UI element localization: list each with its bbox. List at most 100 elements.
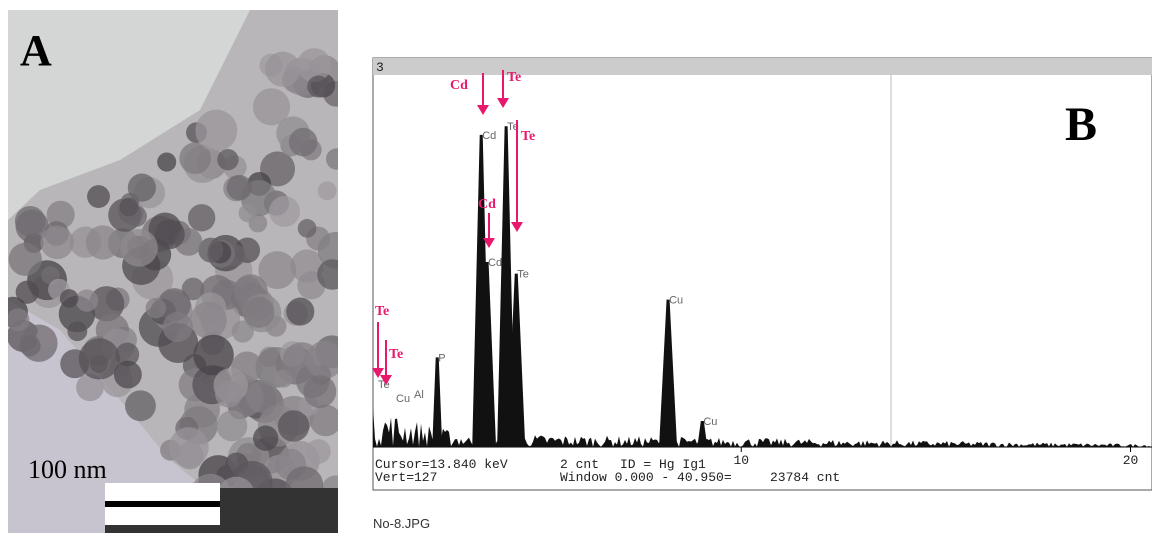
peak-label: Te [507, 121, 519, 133]
status-text: ID = Hg Ig1 [620, 457, 706, 472]
particle [88, 286, 125, 322]
status-text: 23784 cnt [770, 470, 840, 485]
annotation-label: Cd [450, 78, 468, 93]
annotation-arrowhead [497, 98, 509, 108]
particle [154, 219, 185, 250]
particle [269, 195, 300, 227]
peak-label: Te [378, 379, 390, 391]
particle [19, 335, 41, 357]
particle [253, 425, 279, 451]
particle [317, 259, 338, 290]
particle [125, 390, 156, 422]
panel-label: A [20, 26, 52, 75]
annotation-label: Te [507, 70, 521, 85]
x-tick-label: 10 [733, 453, 749, 468]
tem-film [8, 10, 250, 220]
particle [113, 360, 142, 389]
peak-label: Cu [396, 393, 410, 405]
status-text: Vert=127 [375, 470, 437, 485]
particle [297, 219, 317, 238]
particle [75, 289, 99, 312]
peak-label: P [438, 352, 445, 364]
annotation-arrowhead [477, 105, 489, 115]
particle [252, 88, 291, 126]
peak-label: Al [414, 389, 424, 401]
particle [78, 338, 120, 380]
particle [168, 427, 209, 468]
particle [195, 109, 238, 152]
status-text: 2 cnt [560, 457, 599, 472]
particle [115, 342, 140, 367]
particle [277, 410, 310, 442]
annotation-arrowhead [511, 222, 523, 232]
particle [14, 205, 46, 237]
particle [162, 311, 193, 343]
panel-label: B [1065, 98, 1097, 151]
particle [307, 75, 330, 98]
particle [76, 373, 104, 402]
peak [432, 357, 443, 447]
particle [198, 237, 224, 263]
particle [288, 127, 318, 157]
particle [215, 380, 243, 408]
peak [497, 126, 516, 448]
particle [190, 301, 227, 339]
peak-label: Cu [703, 416, 717, 428]
peak [478, 262, 497, 447]
status-text: Cursor=13.840 keV [375, 457, 508, 472]
spectrum-header [373, 58, 1152, 75]
particle [286, 297, 315, 326]
particle [145, 297, 167, 319]
particle [265, 51, 301, 87]
particle [119, 197, 139, 217]
particle [226, 174, 253, 201]
particle [258, 251, 297, 290]
particle [242, 293, 282, 333]
particle [317, 181, 337, 201]
peak-label: Te [517, 269, 529, 281]
window-number: 3 [376, 60, 384, 75]
particle [303, 375, 337, 408]
annotation-label: Te [375, 304, 389, 319]
filename: No-8.JPG [373, 516, 430, 531]
particle [187, 204, 216, 232]
peak-label: Cu [669, 295, 683, 307]
peak [697, 420, 708, 447]
annotation-label: Te [389, 347, 403, 362]
particle [40, 225, 74, 260]
peak [507, 273, 526, 447]
particle [8, 308, 30, 332]
particle [217, 148, 239, 171]
scale-bar-label: 100 nm [28, 455, 107, 484]
annotation-arrowhead [372, 368, 384, 378]
particle [85, 225, 120, 260]
status-text: Window 0.000 - 40.950= [560, 470, 732, 485]
particle [59, 289, 79, 308]
particle [35, 327, 56, 348]
tem-film [8, 300, 338, 533]
particle [120, 228, 158, 267]
particle [193, 334, 234, 376]
particle [67, 321, 88, 342]
annotation-arrowhead [380, 375, 392, 385]
particle [157, 152, 177, 172]
particle [179, 142, 211, 175]
particle [8, 242, 42, 276]
particle [309, 404, 338, 437]
particle [15, 280, 39, 304]
particle [216, 410, 248, 442]
scale-bar [105, 501, 220, 507]
particle [245, 380, 279, 414]
particle [306, 439, 331, 464]
peak [659, 299, 678, 447]
x-tick-label: 20 [1123, 453, 1139, 468]
peak-label: Cd [482, 130, 496, 142]
annotation-label: Te [521, 129, 535, 144]
particle [305, 340, 338, 379]
particle [87, 185, 110, 208]
particle [297, 48, 332, 83]
peak-label: Cd [488, 257, 502, 269]
particle [326, 148, 338, 170]
annotation-label: Cd [478, 197, 496, 212]
